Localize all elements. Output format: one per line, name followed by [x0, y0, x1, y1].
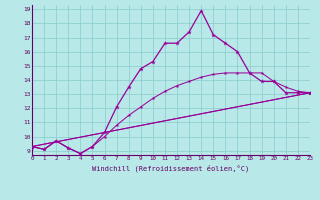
- X-axis label: Windchill (Refroidissement éolien,°C): Windchill (Refroidissement éolien,°C): [92, 164, 250, 172]
